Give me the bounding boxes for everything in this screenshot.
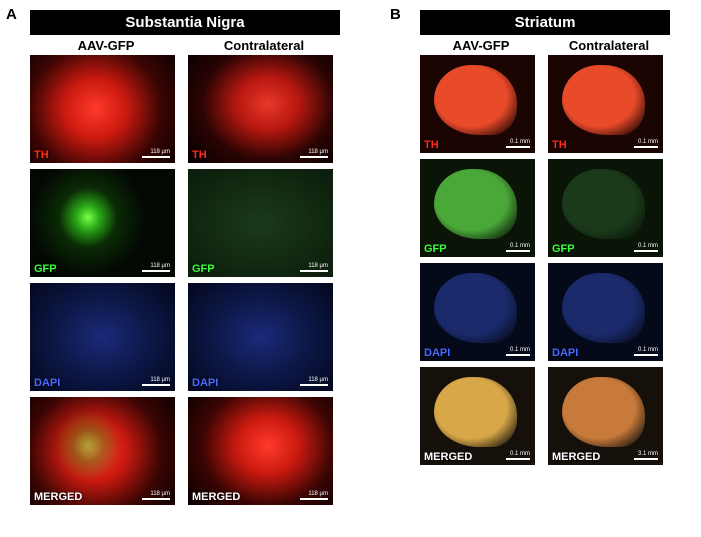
micrograph: TH 118 µm xyxy=(188,55,333,163)
micrograph: MERGED 118 µm xyxy=(30,397,175,505)
scalebar-label: 0.1 mm xyxy=(638,347,658,353)
scalebar xyxy=(142,270,170,272)
scalebar-label: 118 µm xyxy=(308,377,328,383)
striatum-region xyxy=(434,65,517,136)
scalebar xyxy=(142,156,170,158)
striatum-region xyxy=(434,169,517,240)
panel-a-col1-images: TH 118 µm GFP 118 µm DAPI 118 µm MERGED 118 µm xyxy=(30,55,182,505)
micrograph: TH 118 µm xyxy=(30,55,175,163)
panel-a-col2: Contralateral TH 118 µm GFP 118 µm DAPI 118 µ… xyxy=(188,35,340,511)
channel-label: DAPI xyxy=(192,377,218,389)
scalebar-label: 0.1 mm xyxy=(510,243,530,249)
panel-a-col1: AAV-GFP TH118 µmGFP118 µmDAPI118 µmMERGE… xyxy=(30,35,182,511)
panel-b-col1: AAV-GFP TH0.1 mmGFP0.1 mmDAPI0.1 mmMERGE… xyxy=(420,35,542,471)
scalebar xyxy=(634,458,658,460)
scalebar xyxy=(142,498,170,500)
micrograph: GFP 0.1 mm xyxy=(548,159,663,257)
channel-label: DAPI xyxy=(34,377,60,389)
channel-label: MERGED xyxy=(34,491,82,503)
scalebar xyxy=(142,384,170,386)
micrograph: GFP 0.1 mm xyxy=(420,159,535,257)
channel-label: GFP xyxy=(34,263,57,275)
panel-a-columns: AAV-GFP TH118 µmGFP118 µmDAPI118 µmMERGE… xyxy=(30,35,340,511)
panel-b-col1-images: TH 0.1 mm GFP 0.1 mm DAPI 0.1 mm MERGED 0.1 mm xyxy=(420,55,542,465)
panel-b-col1-header: AAV-GFP xyxy=(420,35,542,55)
scalebar-label: 3.1 mm xyxy=(638,451,658,457)
scalebar xyxy=(506,146,530,148)
micrograph: TH 0.1 mm xyxy=(548,55,663,153)
channel-label: TH xyxy=(34,149,49,161)
panel-b-col2: Contralateral TH 0.1 mm GFP 0.1 mm DAPI 0.1 m… xyxy=(548,35,670,471)
channel-label: MERGED xyxy=(552,451,600,463)
channel-label: DAPI xyxy=(424,347,450,359)
scalebar xyxy=(506,354,530,356)
panel-b-col2-header: Contralateral xyxy=(548,35,670,55)
striatum-region xyxy=(562,377,645,448)
scalebar xyxy=(506,458,530,460)
micrograph: DAPI 118 µm xyxy=(188,283,333,391)
scalebar xyxy=(300,270,328,272)
scalebar-label: 118 µm xyxy=(308,149,328,155)
micrograph: MERGED 3.1 mm xyxy=(548,367,663,465)
striatum-region xyxy=(434,377,517,448)
scalebar xyxy=(634,146,658,148)
micrograph: DAPI 118 µm xyxy=(30,283,175,391)
panel-b-header: Striatum xyxy=(420,10,670,35)
micrograph: GFP 118 µm xyxy=(188,169,333,277)
scalebar-label: 0.1 mm xyxy=(638,139,658,145)
striatum-region xyxy=(434,273,517,344)
scalebar-label: 118 µm xyxy=(150,491,170,497)
scalebar-label: 118 µm xyxy=(308,263,328,269)
panel-a-col1-header: AAV-GFP xyxy=(30,35,182,55)
micrograph: DAPI 0.1 mm xyxy=(548,263,663,361)
panel-a-header: Substantia Nigra xyxy=(30,10,340,35)
scalebar-label: 118 µm xyxy=(150,377,170,383)
channel-label: GFP xyxy=(552,243,575,255)
micrograph: MERGED 118 µm xyxy=(188,397,333,505)
scalebar xyxy=(506,250,530,252)
micrograph: DAPI 0.1 mm xyxy=(420,263,535,361)
panel-a-col2-images: TH 118 µm GFP 118 µm DAPI 118 µm MERGED 118 µm xyxy=(188,55,340,505)
panel-b: Striatum AAV-GFP TH 0.1 mm GFP 0.1 mm DAPI 0.… xyxy=(420,10,670,471)
scalebar-label: 0.1 mm xyxy=(510,347,530,353)
micrograph: TH 0.1 mm xyxy=(420,55,535,153)
panel-a-letter: A xyxy=(6,6,17,23)
scalebar-label: 0.1 mm xyxy=(510,139,530,145)
striatum-region xyxy=(562,169,645,240)
panel-a: Substantia Nigra AAV-GFP TH 118 µm GFP 118 … xyxy=(30,10,340,511)
scalebar xyxy=(634,354,658,356)
panel-b-letter: B xyxy=(390,6,401,23)
micrograph: GFP 118 µm xyxy=(30,169,175,277)
scalebar-label: 118 µm xyxy=(150,149,170,155)
panel-b-columns: AAV-GFP TH0.1 mmGFP0.1 mmDAPI0.1 mmMERGE… xyxy=(420,35,670,471)
channel-label: TH xyxy=(424,139,439,151)
scalebar xyxy=(634,250,658,252)
panel-a-col2-header: Contralateral xyxy=(188,35,340,55)
channel-label: GFP xyxy=(192,263,215,275)
scalebar xyxy=(300,384,328,386)
scalebar-label: 0.1 mm xyxy=(510,451,530,457)
channel-label: TH xyxy=(552,139,567,151)
scalebar-label: 118 µm xyxy=(150,263,170,269)
striatum-region xyxy=(562,65,645,136)
scalebar-label: 118 µm xyxy=(308,491,328,497)
channel-label: MERGED xyxy=(424,451,472,463)
striatum-region xyxy=(562,273,645,344)
micrograph: MERGED 0.1 mm xyxy=(420,367,535,465)
scalebar xyxy=(300,156,328,158)
channel-label: MERGED xyxy=(192,491,240,503)
channel-label: GFP xyxy=(424,243,447,255)
channel-label: DAPI xyxy=(552,347,578,359)
scalebar-label: 0.1 mm xyxy=(638,243,658,249)
channel-label: TH xyxy=(192,149,207,161)
panel-b-col2-images: TH 0.1 mm GFP 0.1 mm DAPI 0.1 mm MERGED 3.1 mm xyxy=(548,55,670,465)
scalebar xyxy=(300,498,328,500)
